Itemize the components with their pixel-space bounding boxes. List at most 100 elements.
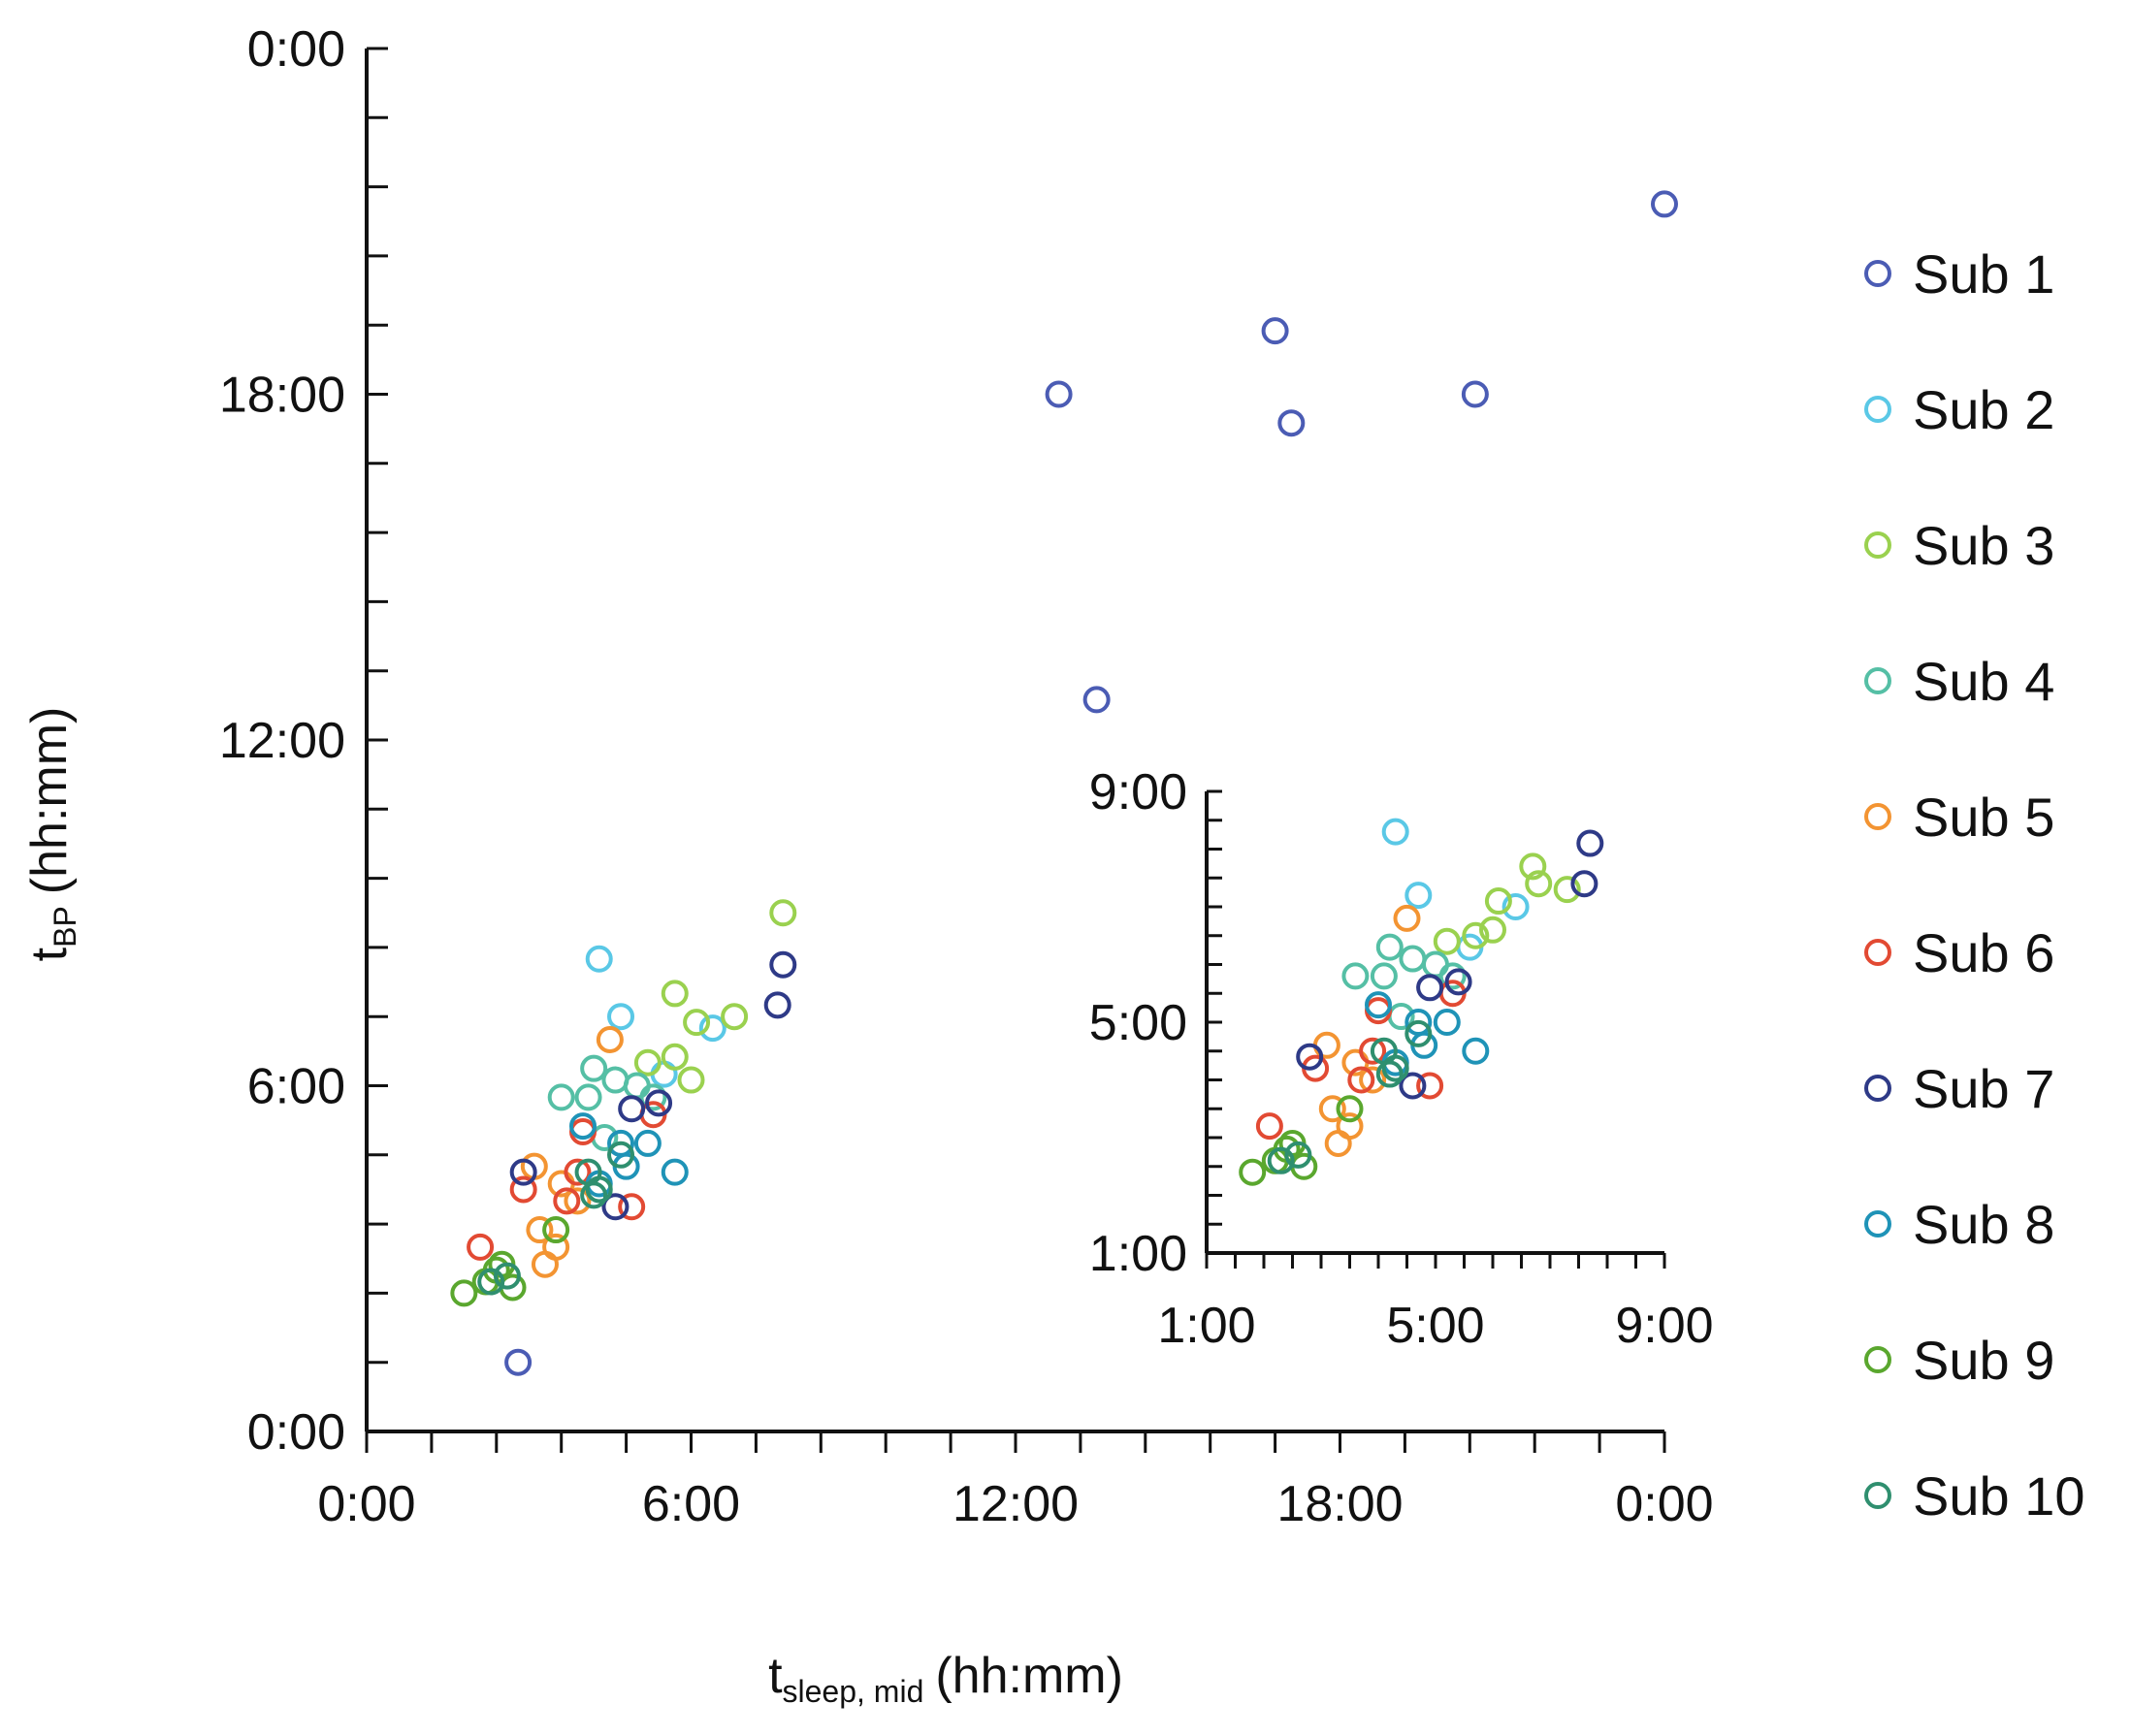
- data-point: [639, 1083, 667, 1111]
- data-point: [467, 1233, 495, 1261]
- series-sub-8: [1365, 991, 1490, 1077]
- data-point: [618, 1095, 646, 1123]
- data-point: [721, 1003, 749, 1031]
- legend-entry: Sub 4: [1864, 651, 2054, 712]
- x-axis-label-sub: sleep, mid: [783, 1674, 924, 1709]
- legend-marker: [1864, 1210, 1891, 1238]
- data-point: [1519, 852, 1547, 881]
- data-point: [623, 1072, 651, 1100]
- data-point: [1501, 893, 1530, 920]
- y-tick-label: 9:00: [1089, 764, 1187, 820]
- data-point: [683, 1009, 711, 1037]
- y-tick-label: 5:00: [1089, 995, 1187, 1051]
- data-point: [763, 991, 791, 1019]
- inset-plot: 1:00 5:00 9:00 1:00 5:00 9:00: [1089, 764, 1714, 1354]
- data-point: [661, 1158, 689, 1186]
- legend-marker: [1864, 803, 1891, 830]
- data-point: [1324, 1129, 1352, 1157]
- series-sub-1: [504, 190, 1678, 1376]
- data-point: [1462, 1037, 1490, 1065]
- legend: Sub 1 Sub 2 Sub 3 Sub 4 Sub 5 Sub 6 Sub 7 Sub 8…: [1864, 243, 2085, 1527]
- data-point: [1462, 921, 1490, 949]
- legend-entry: Sub 8: [1864, 1194, 2054, 1255]
- data-point: [1045, 380, 1073, 408]
- main-plot: 0:00 6:00 12:00 18:00 0:00 0:00 6:00 12:00 18:00…: [219, 21, 1714, 1532]
- data-point: [569, 1112, 597, 1141]
- data-point: [1399, 1072, 1427, 1100]
- legend-marker: [1864, 939, 1891, 966]
- data-point: [1570, 870, 1598, 898]
- series-sub-2: [1381, 818, 1530, 961]
- data-point: [509, 1175, 537, 1204]
- data-point: [1261, 317, 1289, 345]
- legend-label: Sub 9: [1913, 1330, 2054, 1391]
- data-point: [1359, 1066, 1387, 1094]
- data-point: [1284, 1141, 1312, 1169]
- data-point: [1239, 1158, 1267, 1186]
- series-sub-5: [1312, 904, 1421, 1157]
- legend-entry: Sub 10: [1864, 1465, 2085, 1527]
- legend-label: Sub 4: [1913, 651, 2054, 712]
- y-tick-label: 18:00: [219, 368, 345, 424]
- data-point: [1422, 950, 1449, 979]
- x-tick-label: 12:00: [952, 1476, 1079, 1532]
- data-point: [596, 1025, 624, 1053]
- legend-marker: [1864, 667, 1891, 694]
- data-point: [661, 1043, 689, 1071]
- data-point: [1416, 1072, 1444, 1100]
- data-point: [585, 1175, 613, 1204]
- data-point: [526, 1216, 554, 1244]
- data-point: [601, 1193, 630, 1221]
- legend-entry: Sub 6: [1864, 922, 2054, 983]
- data-point: [607, 1003, 635, 1031]
- data-point: [1318, 1095, 1346, 1123]
- x-tick-label: 6:00: [642, 1476, 740, 1532]
- data-point: [493, 1262, 521, 1290]
- data-point: [1336, 1095, 1364, 1123]
- series-sub-2: [585, 945, 726, 1088]
- data-point: [1347, 1066, 1375, 1094]
- legend-entry: Sub 1: [1864, 243, 2054, 305]
- series-sub-3: [633, 899, 797, 1094]
- y-axis-label-unit: (hh:mm): [21, 707, 78, 895]
- legend-label: Sub 7: [1913, 1058, 2054, 1119]
- data-point: [1405, 1019, 1433, 1047]
- data-point: [698, 1014, 726, 1043]
- data-point: [1461, 380, 1489, 408]
- data-point: [1651, 190, 1678, 218]
- data-point: [580, 1054, 608, 1082]
- x-tick-label: 18:00: [1276, 1476, 1403, 1532]
- data-point: [1296, 1043, 1324, 1071]
- data-point: [607, 1141, 635, 1169]
- legend-marker: [1864, 1346, 1891, 1373]
- y-axis-label-main: t: [21, 947, 78, 961]
- data-point: [1433, 1009, 1461, 1036]
- series-sub-3: [1433, 852, 1581, 955]
- data-point: [633, 1048, 662, 1077]
- data-point: [1381, 1054, 1409, 1082]
- legend-entry: Sub 9: [1864, 1330, 2054, 1391]
- data-point: [1553, 876, 1581, 904]
- data-point: [531, 1250, 559, 1278]
- y-axis-label: tBP (hh:mm): [21, 707, 82, 962]
- data-point: [1255, 1112, 1283, 1141]
- data-point: [1341, 962, 1370, 990]
- y-tick-label: 6:00: [247, 1059, 345, 1115]
- data-point: [769, 950, 797, 979]
- data-point: [1365, 991, 1392, 1019]
- data-point: [1082, 686, 1111, 714]
- y-tick-label: 12:00: [219, 713, 345, 769]
- x-tick-label: 9:00: [1615, 1298, 1713, 1354]
- data-point: [1393, 904, 1421, 932]
- data-point: [1267, 1146, 1295, 1174]
- series-sub-8: [569, 1112, 689, 1198]
- x-tick-label: 0:00: [1615, 1476, 1713, 1532]
- y-axis-label-sub: BP: [48, 906, 82, 948]
- x-axis-label-unit: (hh:mm): [935, 1648, 1123, 1704]
- data-point: [1399, 945, 1427, 973]
- data-point: [1375, 1060, 1404, 1088]
- data-point: [645, 1089, 673, 1117]
- legend-label: Sub 1: [1913, 243, 2054, 305]
- data-point: [1444, 968, 1472, 996]
